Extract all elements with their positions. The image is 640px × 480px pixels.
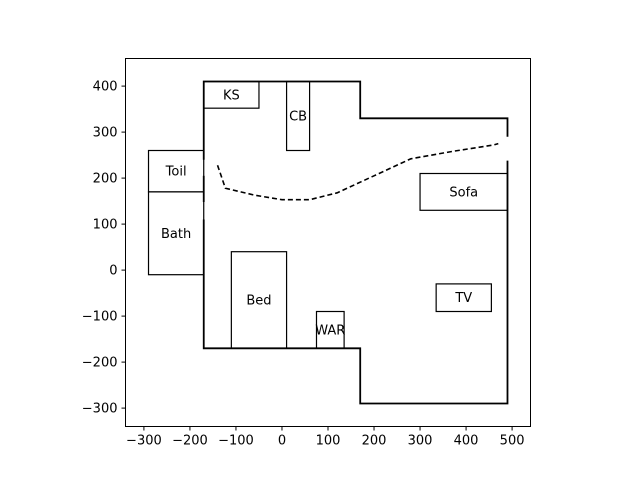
y-tick-label: 200 <box>93 172 118 187</box>
x-tick-label: 400 <box>454 434 479 449</box>
room-sofa-label: Sofa <box>449 185 478 200</box>
wall-lower <box>202 160 509 405</box>
y-tick-label: −300 <box>82 402 118 417</box>
axis-ticks: −300 −200 −100 0 100 200 300 400 500 −300 −200 −100… <box>82 80 525 449</box>
y-tick-label: 0 <box>109 264 117 279</box>
plot-content: KS CB Toil Bath Sofa Bed WAR TV <box>147 80 509 405</box>
dashed-path <box>216 142 499 201</box>
room-tv-box <box>435 283 492 313</box>
y-tick-label: 100 <box>93 218 118 233</box>
x-tick-label: 0 <box>278 434 286 449</box>
room-toil-label: Toil <box>165 165 187 180</box>
room-ks-label: KS <box>223 88 240 103</box>
x-tick-label: 200 <box>362 434 387 449</box>
x-tick-label: 100 <box>316 434 341 449</box>
axes-frame <box>125 58 531 427</box>
y-tick-label: 300 <box>93 126 118 141</box>
x-tick-label: −300 <box>126 434 162 449</box>
room-tv-label: TV <box>454 291 472 306</box>
y-tick-label: −200 <box>82 356 118 371</box>
x-tick-label: 300 <box>408 434 433 449</box>
room-bath-label: Bath <box>161 227 191 242</box>
room-war-label: WAR <box>315 323 345 338</box>
y-tick-label: 400 <box>93 80 118 95</box>
wall-upper-left <box>202 80 509 160</box>
x-tick-label: −200 <box>172 434 208 449</box>
y-tick-label: −100 <box>82 310 118 325</box>
x-tick-label: 500 <box>500 434 525 449</box>
room-bed-label: Bed <box>246 294 271 309</box>
room-cb-label: CB <box>289 110 307 125</box>
x-tick-label: −100 <box>218 434 254 449</box>
